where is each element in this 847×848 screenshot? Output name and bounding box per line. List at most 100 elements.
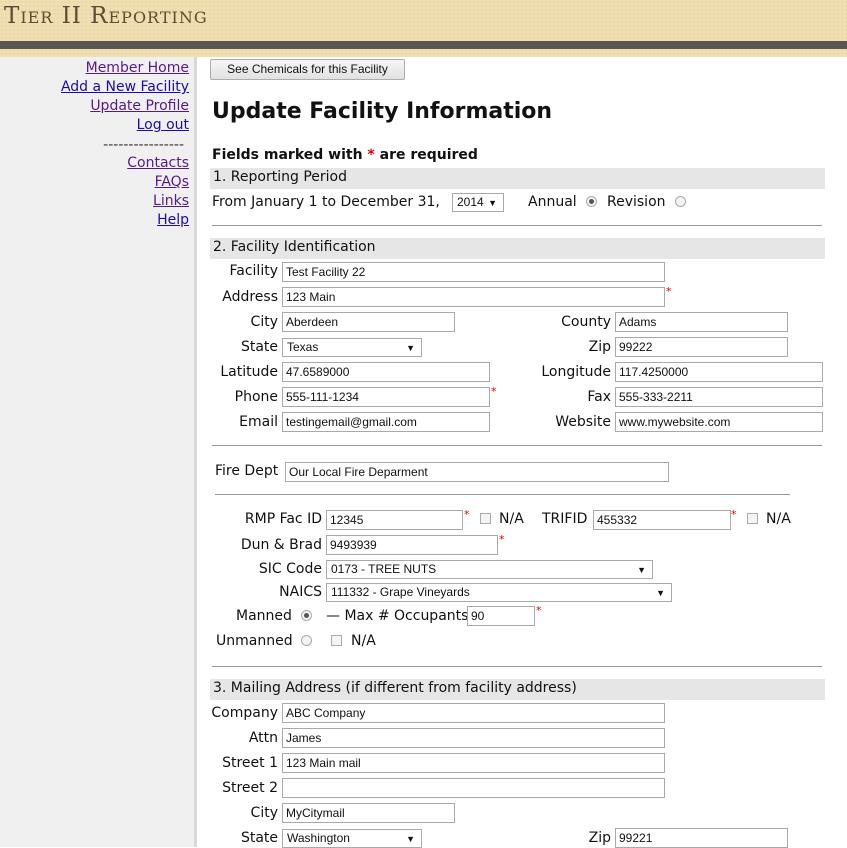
- divider: [212, 225, 822, 226]
- required-star: *: [464, 508, 470, 521]
- street1-input[interactable]: 123 Main mail: [282, 753, 665, 773]
- street2-input[interactable]: [282, 778, 665, 798]
- street1-label: Street 1: [222, 755, 278, 771]
- section-mailing-address: 3. Mailing Address (if different from fa…: [210, 679, 825, 700]
- address-input[interactable]: 123 Main: [282, 287, 665, 307]
- required-note-text: are required: [374, 147, 478, 163]
- section-reporting-period: 1. Reporting Period: [210, 168, 825, 189]
- attn-label: Attn: [248, 730, 278, 746]
- required-note: Fields marked with * are required: [212, 147, 478, 163]
- trifid-na-label: N/A: [766, 511, 791, 527]
- max-occupants-input[interactable]: 90: [467, 606, 535, 626]
- mailing-city-label: City: [250, 805, 278, 821]
- occupants-na-label: N/A: [351, 633, 376, 649]
- annual-radio[interactable]: [586, 196, 597, 207]
- section-facility-identification: 2. Facility Identification: [210, 238, 825, 259]
- sidebar-item-links[interactable]: Links: [153, 193, 189, 209]
- sidebar-item-faqs[interactable]: FAQs: [154, 174, 189, 190]
- website-input[interactable]: www.mywebsite.com: [615, 412, 823, 432]
- rmp-fac-id-input[interactable]: 12345: [326, 510, 463, 530]
- zip-label: Zip: [588, 339, 611, 355]
- dun-brad-input[interactable]: 9493939: [326, 535, 498, 555]
- street2-label: Street 2: [222, 780, 278, 796]
- longitude-input[interactable]: 117.4250000: [615, 362, 823, 382]
- sidebar-item-contacts[interactable]: Contacts: [127, 155, 189, 171]
- county-input[interactable]: Adams: [615, 312, 788, 332]
- required-star: *: [536, 604, 542, 617]
- phone-label: Phone: [234, 389, 278, 405]
- mailing-state-label: State: [240, 830, 278, 846]
- required-star: *: [491, 385, 497, 398]
- sidebar: Member Home Add a New Facility Update Pr…: [0, 57, 197, 847]
- required-note-text: Fields marked with: [212, 147, 368, 163]
- divider: [215, 494, 790, 495]
- site-logo: Tier II Reporting: [4, 3, 208, 29]
- sic-code-select[interactable]: 0173 - TREE NUTS: [326, 560, 653, 579]
- longitude-label: Longitude: [541, 364, 611, 380]
- occupants-na-checkbox[interactable]: [331, 635, 342, 646]
- mailing-zip-input[interactable]: 99221: [615, 828, 788, 848]
- naics-label: NAICS: [279, 584, 322, 600]
- sidebar-item-update-profile[interactable]: Update Profile: [90, 98, 189, 114]
- latitude-label: Latitude: [220, 364, 278, 380]
- trifid-na-checkbox[interactable]: [747, 513, 758, 524]
- header-banner: Tier II Reporting: [0, 0, 847, 57]
- manned-label: Manned: [236, 608, 292, 624]
- rmp-na-checkbox[interactable]: [480, 513, 491, 524]
- page-title: Update Facility Information: [212, 99, 553, 124]
- required-star: *: [499, 533, 505, 546]
- company-input[interactable]: ABC Company: [282, 703, 665, 723]
- fax-input[interactable]: 555-333-2211: [615, 387, 823, 407]
- year-select[interactable]: 2014: [452, 193, 504, 212]
- revision-label: Revision: [607, 194, 666, 210]
- header-divider: [0, 41, 847, 49]
- unmanned-label: Unmanned: [216, 633, 293, 649]
- required-star: *: [731, 508, 737, 521]
- dun-brad-label: Dun & Brad: [240, 537, 322, 553]
- annual-label: Annual: [528, 194, 577, 210]
- see-chemicals-button[interactable]: See Chemicals for this Facility: [210, 59, 405, 80]
- sidebar-item-log-out[interactable]: Log out: [136, 117, 189, 133]
- attn-input[interactable]: James: [282, 728, 665, 748]
- county-label: County: [561, 314, 611, 330]
- sidebar-separator: ----------------: [103, 137, 184, 153]
- email-input[interactable]: testingemail@gmail.com: [282, 412, 490, 432]
- zip-input[interactable]: 99222: [615, 337, 788, 357]
- website-label: Website: [555, 414, 611, 430]
- trifid-input[interactable]: 455332: [593, 510, 731, 530]
- facility-input[interactable]: Test Facility 22: [282, 262, 665, 282]
- facility-label: Facility: [229, 263, 279, 279]
- sidebar-item-member-home[interactable]: Member Home: [85, 60, 189, 76]
- sidebar-item-add-facility[interactable]: Add a New Facility: [60, 79, 189, 95]
- reporting-period-text: From January 1 to December 31,: [212, 194, 440, 210]
- mailing-city-input[interactable]: MyCitymail: [282, 803, 455, 823]
- fax-label: Fax: [587, 389, 611, 405]
- city-input[interactable]: Aberdeen: [282, 312, 455, 332]
- email-label: Email: [239, 414, 278, 430]
- phone-input[interactable]: 555-111-1234: [282, 387, 490, 407]
- sidebar-item-help[interactable]: Help: [157, 212, 189, 228]
- trifid-label: TRIFID: [542, 511, 588, 527]
- rmp-na-label: N/A: [499, 511, 524, 527]
- divider: [212, 445, 822, 446]
- company-label: Company: [211, 705, 278, 721]
- city-label: City: [250, 314, 278, 330]
- fire-dept-label: Fire Dept: [215, 463, 279, 479]
- naics-select[interactable]: 111332 - Grape Vineyards: [326, 583, 672, 602]
- max-occupants-label: — Max # Occupants: [326, 608, 469, 624]
- unmanned-radio[interactable]: [301, 635, 312, 646]
- manned-radio[interactable]: [301, 610, 312, 621]
- mailing-state-select[interactable]: Washington: [282, 829, 422, 848]
- required-star: *: [666, 285, 672, 298]
- address-label: Address: [222, 289, 278, 305]
- divider: [212, 666, 822, 667]
- fire-dept-input[interactable]: Our Local Fire Deparment: [285, 462, 669, 482]
- required-star: *: [367, 147, 375, 163]
- mailing-zip-label: Zip: [588, 830, 611, 846]
- revision-radio[interactable]: [675, 196, 686, 207]
- rmp-fac-id-label: RMP Fac ID: [244, 511, 322, 527]
- state-label: State: [240, 339, 278, 355]
- sic-code-label: SIC Code: [258, 561, 322, 577]
- state-select[interactable]: Texas: [282, 338, 422, 357]
- latitude-input[interactable]: 47.6589000: [282, 362, 490, 382]
